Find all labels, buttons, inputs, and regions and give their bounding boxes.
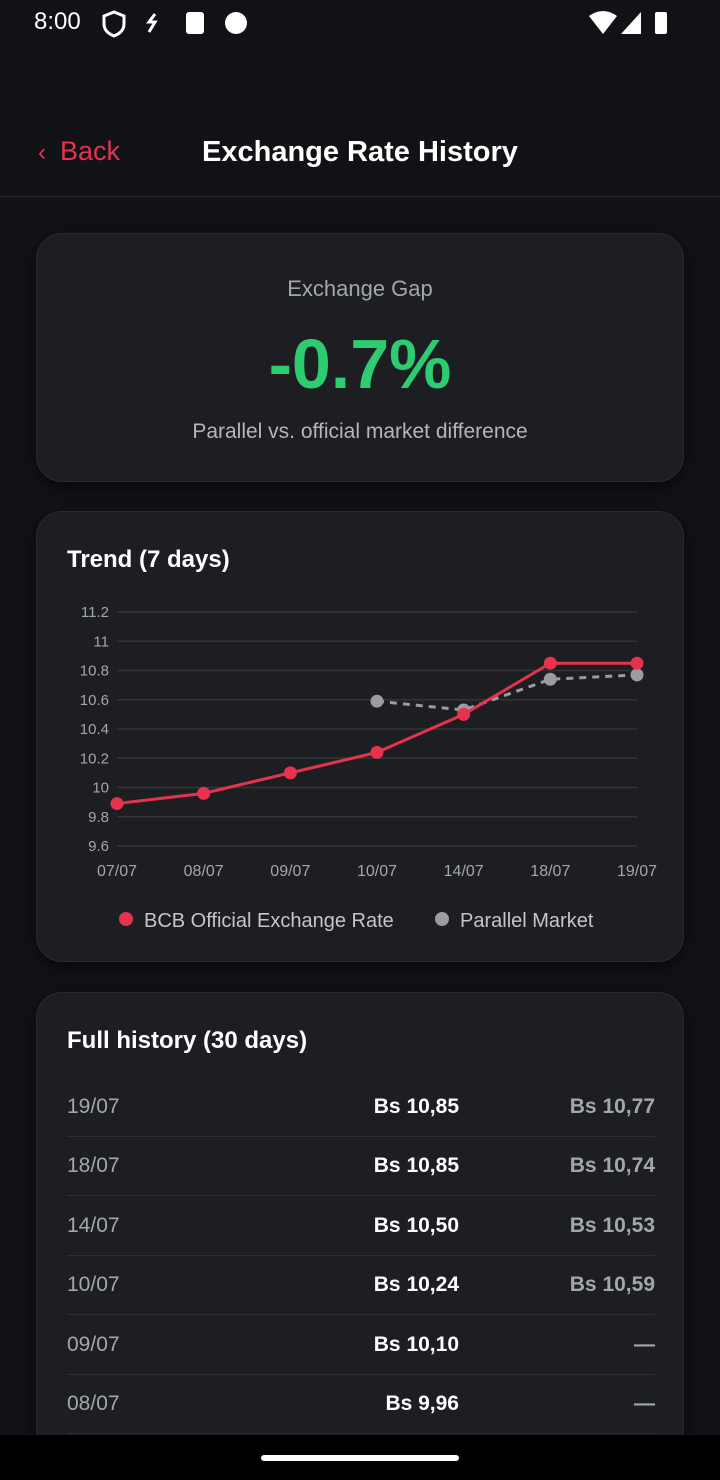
- row-parallel: Bs 10,59: [569, 1273, 655, 1297]
- row-official: Bs 10,24: [373, 1273, 459, 1297]
- data-point: [630, 668, 644, 682]
- data-point: [110, 797, 124, 811]
- history-title: Full history (30 days): [67, 1027, 308, 1054]
- row-date: 10/07: [67, 1273, 120, 1297]
- history-clip: Full history (30 days) 19/07 Bs 10,85 Bs 1…: [36, 992, 684, 1435]
- x-tick-label: 14/07: [444, 863, 484, 880]
- row-parallel: Bs 10,53: [569, 1213, 655, 1237]
- y-tick-label: 10.4: [80, 721, 109, 738]
- status-icons: [102, 10, 247, 38]
- trend-title: Trend (7 days): [67, 546, 230, 573]
- back-chevron: ‹: [38, 139, 46, 166]
- gap-label: Exchange Gap: [287, 276, 433, 301]
- header-divider: [0, 196, 720, 197]
- x-tick-label: 09/07: [270, 863, 310, 880]
- row-official: Bs 10,10: [373, 1332, 459, 1356]
- history-row: 19/07 Bs 10,85 Bs 10,77: [67, 1077, 655, 1137]
- row-parallel: Bs 10,74: [569, 1154, 655, 1178]
- y-tick-label: 10: [92, 780, 109, 797]
- history-card: Full history (30 days) 19/07 Bs 10,85 Bs 1…: [36, 992, 684, 1435]
- gap-card: Exchange Gap -0.7% Parallel vs. official…: [36, 233, 684, 482]
- row-date: 14/07: [67, 1213, 120, 1237]
- row-date: 19/07: [67, 1095, 120, 1118]
- data-point: [197, 786, 211, 800]
- legend-marker: [435, 912, 449, 926]
- gap-value: -0.7%: [268, 325, 452, 403]
- y-tick-label: 10.2: [80, 750, 109, 767]
- series-line: [376, 673, 638, 712]
- data-point: [370, 745, 384, 759]
- data-point: [370, 694, 384, 708]
- gap-caption: Parallel vs. official market difference: [192, 420, 528, 443]
- history-row: 08/07 Bs 9,96 —: [67, 1374, 655, 1434]
- data-point: [457, 707, 471, 721]
- x-tick-label: 18/07: [530, 863, 570, 880]
- history-row: 10/07 Bs 10,24 Bs 10,59: [67, 1255, 655, 1316]
- back-button[interactable]: ‹ Back: [38, 136, 120, 167]
- page-title: Exchange Rate History: [202, 136, 518, 168]
- data-point: [630, 656, 644, 670]
- status-time: 8:00: [34, 8, 81, 35]
- x-tick-label: 08/07: [184, 863, 224, 880]
- data-point: [283, 766, 297, 780]
- y-tick-label: 10.8: [80, 663, 109, 680]
- history-row: 09/07 Bs 10,10 —: [67, 1315, 655, 1375]
- data-point: [543, 656, 557, 670]
- row-official: Bs 10,50: [373, 1213, 459, 1237]
- y-tick-label: 11.2: [81, 604, 109, 621]
- plot: 9.6 9.8 10 10.2 10.4 10.6 10.8 11 11.2 07/07 08/07…: [80, 604, 657, 932]
- row-date: 18/07: [67, 1154, 120, 1178]
- row-parallel: Bs 10,77: [569, 1095, 655, 1118]
- back-label: Back: [60, 136, 121, 166]
- legend-marker: [119, 912, 133, 926]
- history-row: 14/07 Bs 10,50 Bs 10,53: [67, 1196, 655, 1256]
- home-indicator[interactable]: [261, 1455, 459, 1461]
- row-parallel: —: [634, 1332, 655, 1356]
- x-tick-label: 07/07: [97, 863, 137, 880]
- legend-label: Parallel Market: [460, 910, 594, 932]
- y-tick-label: 9.6: [88, 838, 109, 855]
- y-tick-label: 9.8: [88, 809, 109, 826]
- data-point: [543, 672, 557, 686]
- row-official: Bs 10,85: [373, 1095, 459, 1118]
- history-row: 18/07 Bs 10,85 Bs 10,74: [67, 1136, 655, 1197]
- row-date: 08/07: [67, 1392, 120, 1415]
- x-tick-label: 10/07: [357, 863, 397, 880]
- row-official: Bs 9,96: [385, 1392, 459, 1415]
- trend-chart: 9.6 9.8 10 10.2 10.4 10.6 10.8 11 11.2 07/07 08/07…: [80, 604, 657, 932]
- y-tick-label: 11: [93, 633, 109, 650]
- status-right-icons: [589, 11, 667, 34]
- row-parallel: —: [634, 1392, 655, 1415]
- y-tick-label: 10.6: [80, 692, 109, 709]
- row-date: 09/07: [67, 1332, 120, 1356]
- legend-label: BCB Official Exchange Rate: [144, 910, 394, 932]
- x-tick-label: 19/07: [617, 863, 657, 880]
- trend-card: Trend (7 days): [36, 511, 684, 962]
- row-official: Bs 10,85: [373, 1154, 459, 1178]
